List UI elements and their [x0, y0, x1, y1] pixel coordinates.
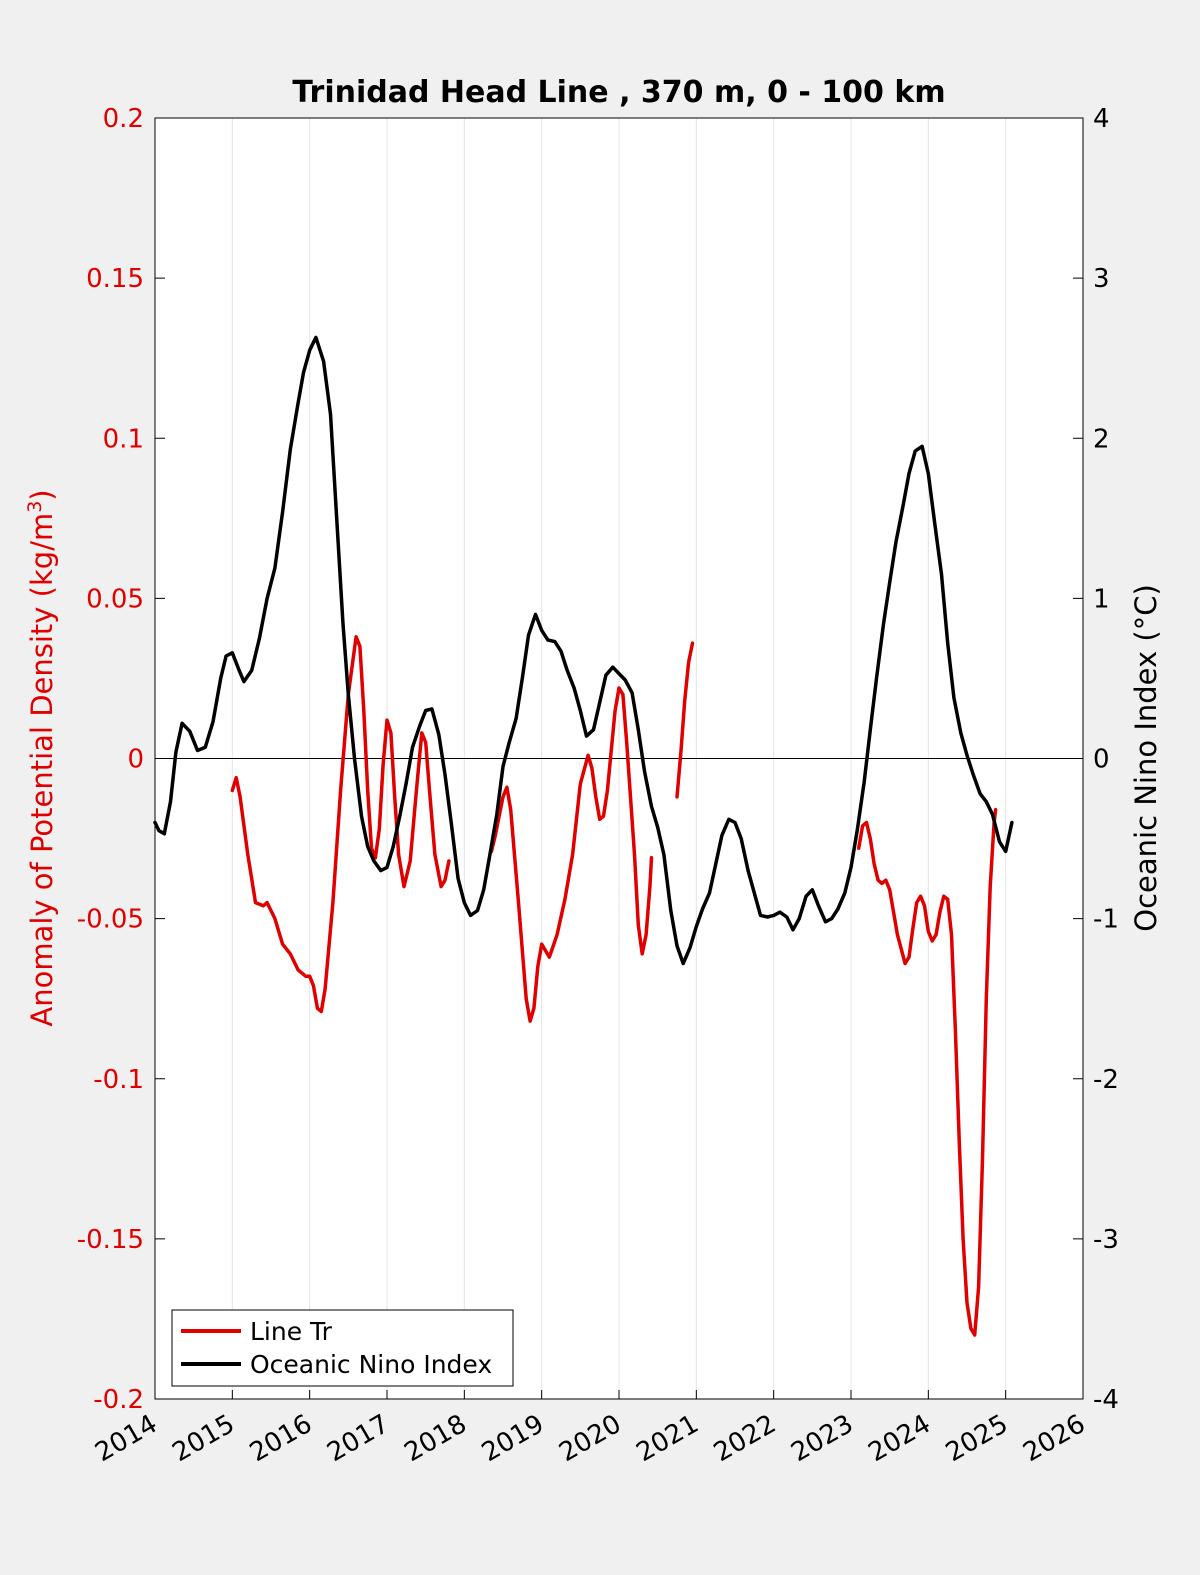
- x-tick-label-2024: 2024: [864, 1409, 936, 1468]
- x-tick-label-2014: 2014: [90, 1409, 162, 1468]
- left-tick-label-4: 0: [127, 745, 144, 775]
- x-tick-label-2020: 2020: [554, 1409, 626, 1468]
- x-tick-label-2015: 2015: [168, 1409, 240, 1468]
- left-tick-label-0: -0.2: [93, 1385, 144, 1415]
- right-tick-label-1: -3: [1093, 1225, 1119, 1255]
- left-axis-label: Anomaly of Potential Density (kg/m3): [24, 489, 59, 1026]
- x-tick-label-2023: 2023: [786, 1409, 858, 1468]
- left-tick-label-5: 0.05: [86, 584, 144, 614]
- right-y-axis: -4 -3 -2 -1 0 1 2 3 4: [1073, 104, 1119, 1415]
- x-tick-label-2021: 2021: [632, 1409, 704, 1468]
- left-tick-label-2: -0.1: [93, 1065, 144, 1095]
- series-line-tr-segment-1: [489, 686, 654, 1023]
- series-line-tr-segment-2: [675, 641, 695, 799]
- right-tick-label-7: 3: [1093, 264, 1110, 294]
- x-tick-label-2022: 2022: [709, 1409, 781, 1468]
- left-tick-label-7: 0.15: [86, 264, 144, 294]
- x-tick-label-2026: 2026: [1018, 1409, 1090, 1468]
- series-line-tr-segment-0: [230, 635, 451, 1014]
- legend-label-line-tr: Line Tr: [250, 1317, 333, 1346]
- series-oceanic-nino-index-segment-0: [153, 335, 1014, 966]
- right-tick-label-4: 0: [1093, 745, 1110, 775]
- legend-label-oni: Oceanic Nino Index: [250, 1350, 492, 1379]
- legend-box: [171, 1309, 514, 1387]
- left-tick-label-6: 0.1: [103, 424, 144, 454]
- right-tick-label-2: -2: [1093, 1065, 1119, 1095]
- x-tick-label-2019: 2019: [477, 1409, 549, 1468]
- series-layer: [153, 335, 1014, 1337]
- x-axis: 2014 2015 2016 2017 2018 2019 2020 2021 2022 2023…: [90, 1390, 1091, 1468]
- left-tick-label-1: -0.15: [77, 1225, 144, 1255]
- left-y-axis: -0.2 -0.15 -0.1 -0.05 0 0.05 0.1 0.15 0.2: [77, 104, 165, 1415]
- x-tick-label-2025: 2025: [941, 1409, 1013, 1468]
- right-axis-label: Oceanic Nino Index (°C): [1129, 584, 1163, 932]
- right-tick-label-3: -1: [1093, 905, 1119, 935]
- left-tick-label-3: -0.05: [77, 905, 144, 935]
- right-tick-label-0: -4: [1093, 1385, 1119, 1415]
- series-line-tr-segment-3: [856, 807, 998, 1337]
- x-tick-label-2016: 2016: [245, 1409, 317, 1468]
- right-tick-label-8: 4: [1093, 104, 1110, 134]
- right-tick-label-6: 2: [1093, 424, 1110, 454]
- right-tick-label-5: 1: [1093, 584, 1110, 614]
- legend: Line Tr Oceanic Nino Index: [171, 1309, 514, 1387]
- chart-title: Trinidad Head Line , 370 m, 0 - 100 km: [292, 75, 945, 110]
- x-tick-label-2018: 2018: [400, 1409, 472, 1468]
- x-tick-label-2017: 2017: [322, 1409, 394, 1468]
- left-tick-label-8: 0.2: [103, 104, 144, 134]
